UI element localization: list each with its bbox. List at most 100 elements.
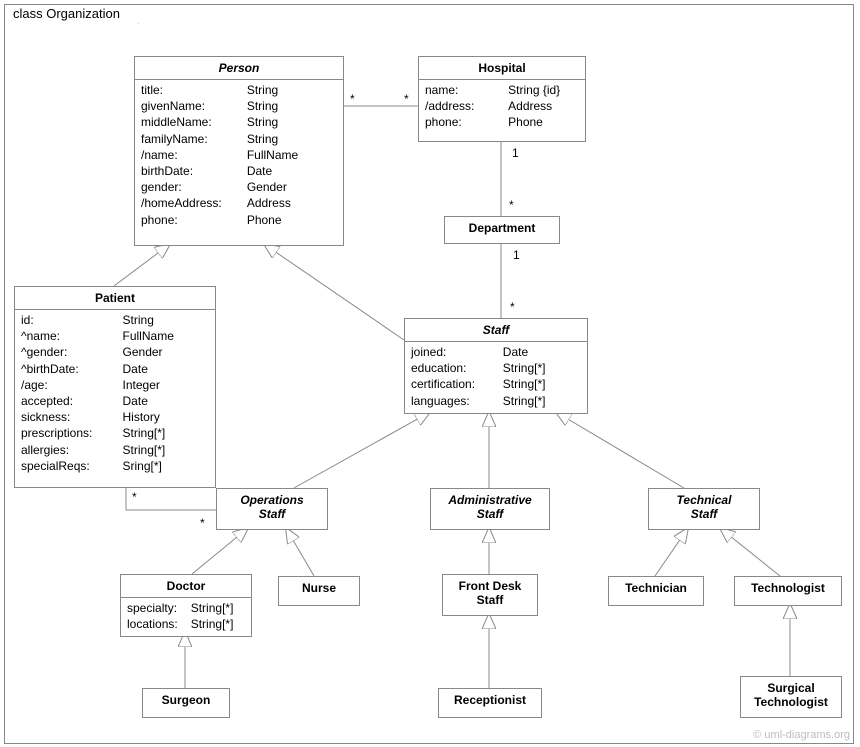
class-title: Technician — [609, 577, 703, 599]
attribute-name: locations: — [127, 616, 191, 632]
attribute-type: Phone — [508, 114, 579, 130]
attribute-name: phone: — [141, 212, 247, 228]
class-receptionist: Receptionist — [438, 688, 542, 718]
mult-dept-staff-star: * — [510, 300, 515, 314]
attribute-name: ^birthDate: — [21, 361, 123, 377]
attribute-name: middleName: — [141, 114, 247, 130]
class-title: TechnicalStaff — [649, 489, 759, 526]
class-title: OperationsStaff — [217, 489, 327, 526]
class-technician: Technician — [608, 576, 704, 606]
attribute-type: Gender — [123, 344, 209, 360]
attribute-row: accepted:Date — [21, 393, 209, 409]
attribute-name: accepted: — [21, 393, 123, 409]
attribute-type: FullName — [247, 147, 337, 163]
class-title: Hospital — [419, 57, 585, 80]
class-person: Persontitle:StringgivenName:Stringmiddle… — [134, 56, 344, 246]
class-attributes: name:String {id}/address:Addressphone:Ph… — [419, 80, 585, 135]
class-title: Front DeskStaff — [443, 575, 537, 612]
attribute-type: String — [247, 98, 337, 114]
attribute-type: String[*] — [123, 425, 209, 441]
class-title: Surgeon — [143, 689, 229, 711]
attribute-type: String[*] — [191, 616, 245, 632]
attribute-type: Address — [247, 195, 337, 211]
attribute-name: education: — [411, 360, 503, 376]
attribute-type: Integer — [123, 377, 209, 393]
class-attributes: id:String^name:FullName^gender:Gender^bi… — [15, 310, 215, 478]
class-title: Doctor — [121, 575, 251, 598]
attribute-name: /address: — [425, 98, 508, 114]
class-staff: Staffjoined:Dateeducation:String[*]certi… — [404, 318, 588, 414]
attribute-name: name: — [425, 82, 508, 98]
attribute-row: ^gender:Gender — [21, 344, 209, 360]
class-tech_staff: TechnicalStaff — [648, 488, 760, 530]
attribute-type: Date — [247, 163, 337, 179]
attribute-name: familyName: — [141, 131, 247, 147]
attribute-row: prescriptions:String[*] — [21, 425, 209, 441]
attribute-row: middleName:String — [141, 114, 337, 130]
attribute-row: languages:String[*] — [411, 393, 581, 409]
attribute-type: Gender — [247, 179, 337, 195]
mult-hospital-dept-star: * — [509, 198, 514, 212]
class-title: Patient — [15, 287, 215, 310]
mult-hospital-dept-1: 1 — [512, 146, 519, 160]
attribute-name: allergies: — [21, 442, 123, 458]
attribute-row: specialty:String[*] — [127, 600, 245, 616]
class-admin_staff: AdministrativeStaff — [430, 488, 550, 530]
attribute-type: String[*] — [123, 442, 209, 458]
class-nurse: Nurse — [278, 576, 360, 606]
class-surgeon: Surgeon — [142, 688, 230, 718]
attribute-name: id: — [21, 312, 123, 328]
class-doctor: Doctorspecialty:String[*]locations:Strin… — [120, 574, 252, 637]
attribute-name: ^gender: — [21, 344, 123, 360]
attribute-name: /age: — [21, 377, 123, 393]
mult-person-hospital-right: * — [404, 92, 409, 106]
class-patient: Patientid:String^name:FullName^gender:Ge… — [14, 286, 216, 488]
attribute-type: History — [123, 409, 209, 425]
class-front_desk: Front DeskStaff — [442, 574, 538, 616]
class-technologist: Technologist — [734, 576, 842, 606]
mult-person-hospital-left: * — [350, 92, 355, 106]
uml-class-diagram: class Organization — [0, 0, 860, 747]
attribute-row: ^birthDate:Date — [21, 361, 209, 377]
attribute-row: /homeAddress:Address — [141, 195, 337, 211]
attribute-name: /name: — [141, 147, 247, 163]
watermark: © uml-diagrams.org — [753, 729, 850, 741]
attribute-type: Phone — [247, 212, 337, 228]
attribute-row: ^name:FullName — [21, 328, 209, 344]
attribute-type: String — [247, 114, 337, 130]
class-title: SurgicalTechnologist — [741, 677, 841, 714]
attribute-row: birthDate:Date — [141, 163, 337, 179]
attribute-name: birthDate: — [141, 163, 247, 179]
attribute-type: String[*] — [503, 376, 581, 392]
attribute-name: specialty: — [127, 600, 191, 616]
attribute-name: prescriptions: — [21, 425, 123, 441]
attribute-type: String[*] — [503, 393, 581, 409]
class-department: Department — [444, 216, 560, 244]
attribute-row: familyName:String — [141, 131, 337, 147]
class-hospital: Hospitalname:String {id}/address:Address… — [418, 56, 586, 142]
attribute-type: String — [247, 131, 337, 147]
attribute-row: gender:Gender — [141, 179, 337, 195]
class-attributes: title:StringgivenName:StringmiddleName:S… — [135, 80, 343, 232]
class-attributes: joined:Dateeducation:String[*]certificat… — [405, 342, 587, 413]
attribute-type: String[*] — [191, 600, 245, 616]
attribute-row: phone:Phone — [141, 212, 337, 228]
attribute-name: givenName: — [141, 98, 247, 114]
attribute-name: specialReqs: — [21, 458, 123, 474]
class-title: AdministrativeStaff — [431, 489, 549, 526]
attribute-type: Date — [503, 344, 581, 360]
mult-patient-ops-left: * — [132, 490, 137, 504]
attribute-name: ^name: — [21, 328, 123, 344]
attribute-type: String {id} — [508, 82, 579, 98]
attribute-row: title:String — [141, 82, 337, 98]
class-attributes: specialty:String[*]locations:String[*] — [121, 598, 251, 636]
attribute-row: /name:FullName — [141, 147, 337, 163]
attribute-type: Date — [123, 393, 209, 409]
class-ops_staff: OperationsStaff — [216, 488, 328, 530]
attribute-row: /address:Address — [425, 98, 579, 114]
mult-patient-ops-right: * — [200, 516, 205, 530]
attribute-type: Address — [508, 98, 579, 114]
attribute-name: languages: — [411, 393, 503, 409]
attribute-row: phone:Phone — [425, 114, 579, 130]
attribute-name: certification: — [411, 376, 503, 392]
